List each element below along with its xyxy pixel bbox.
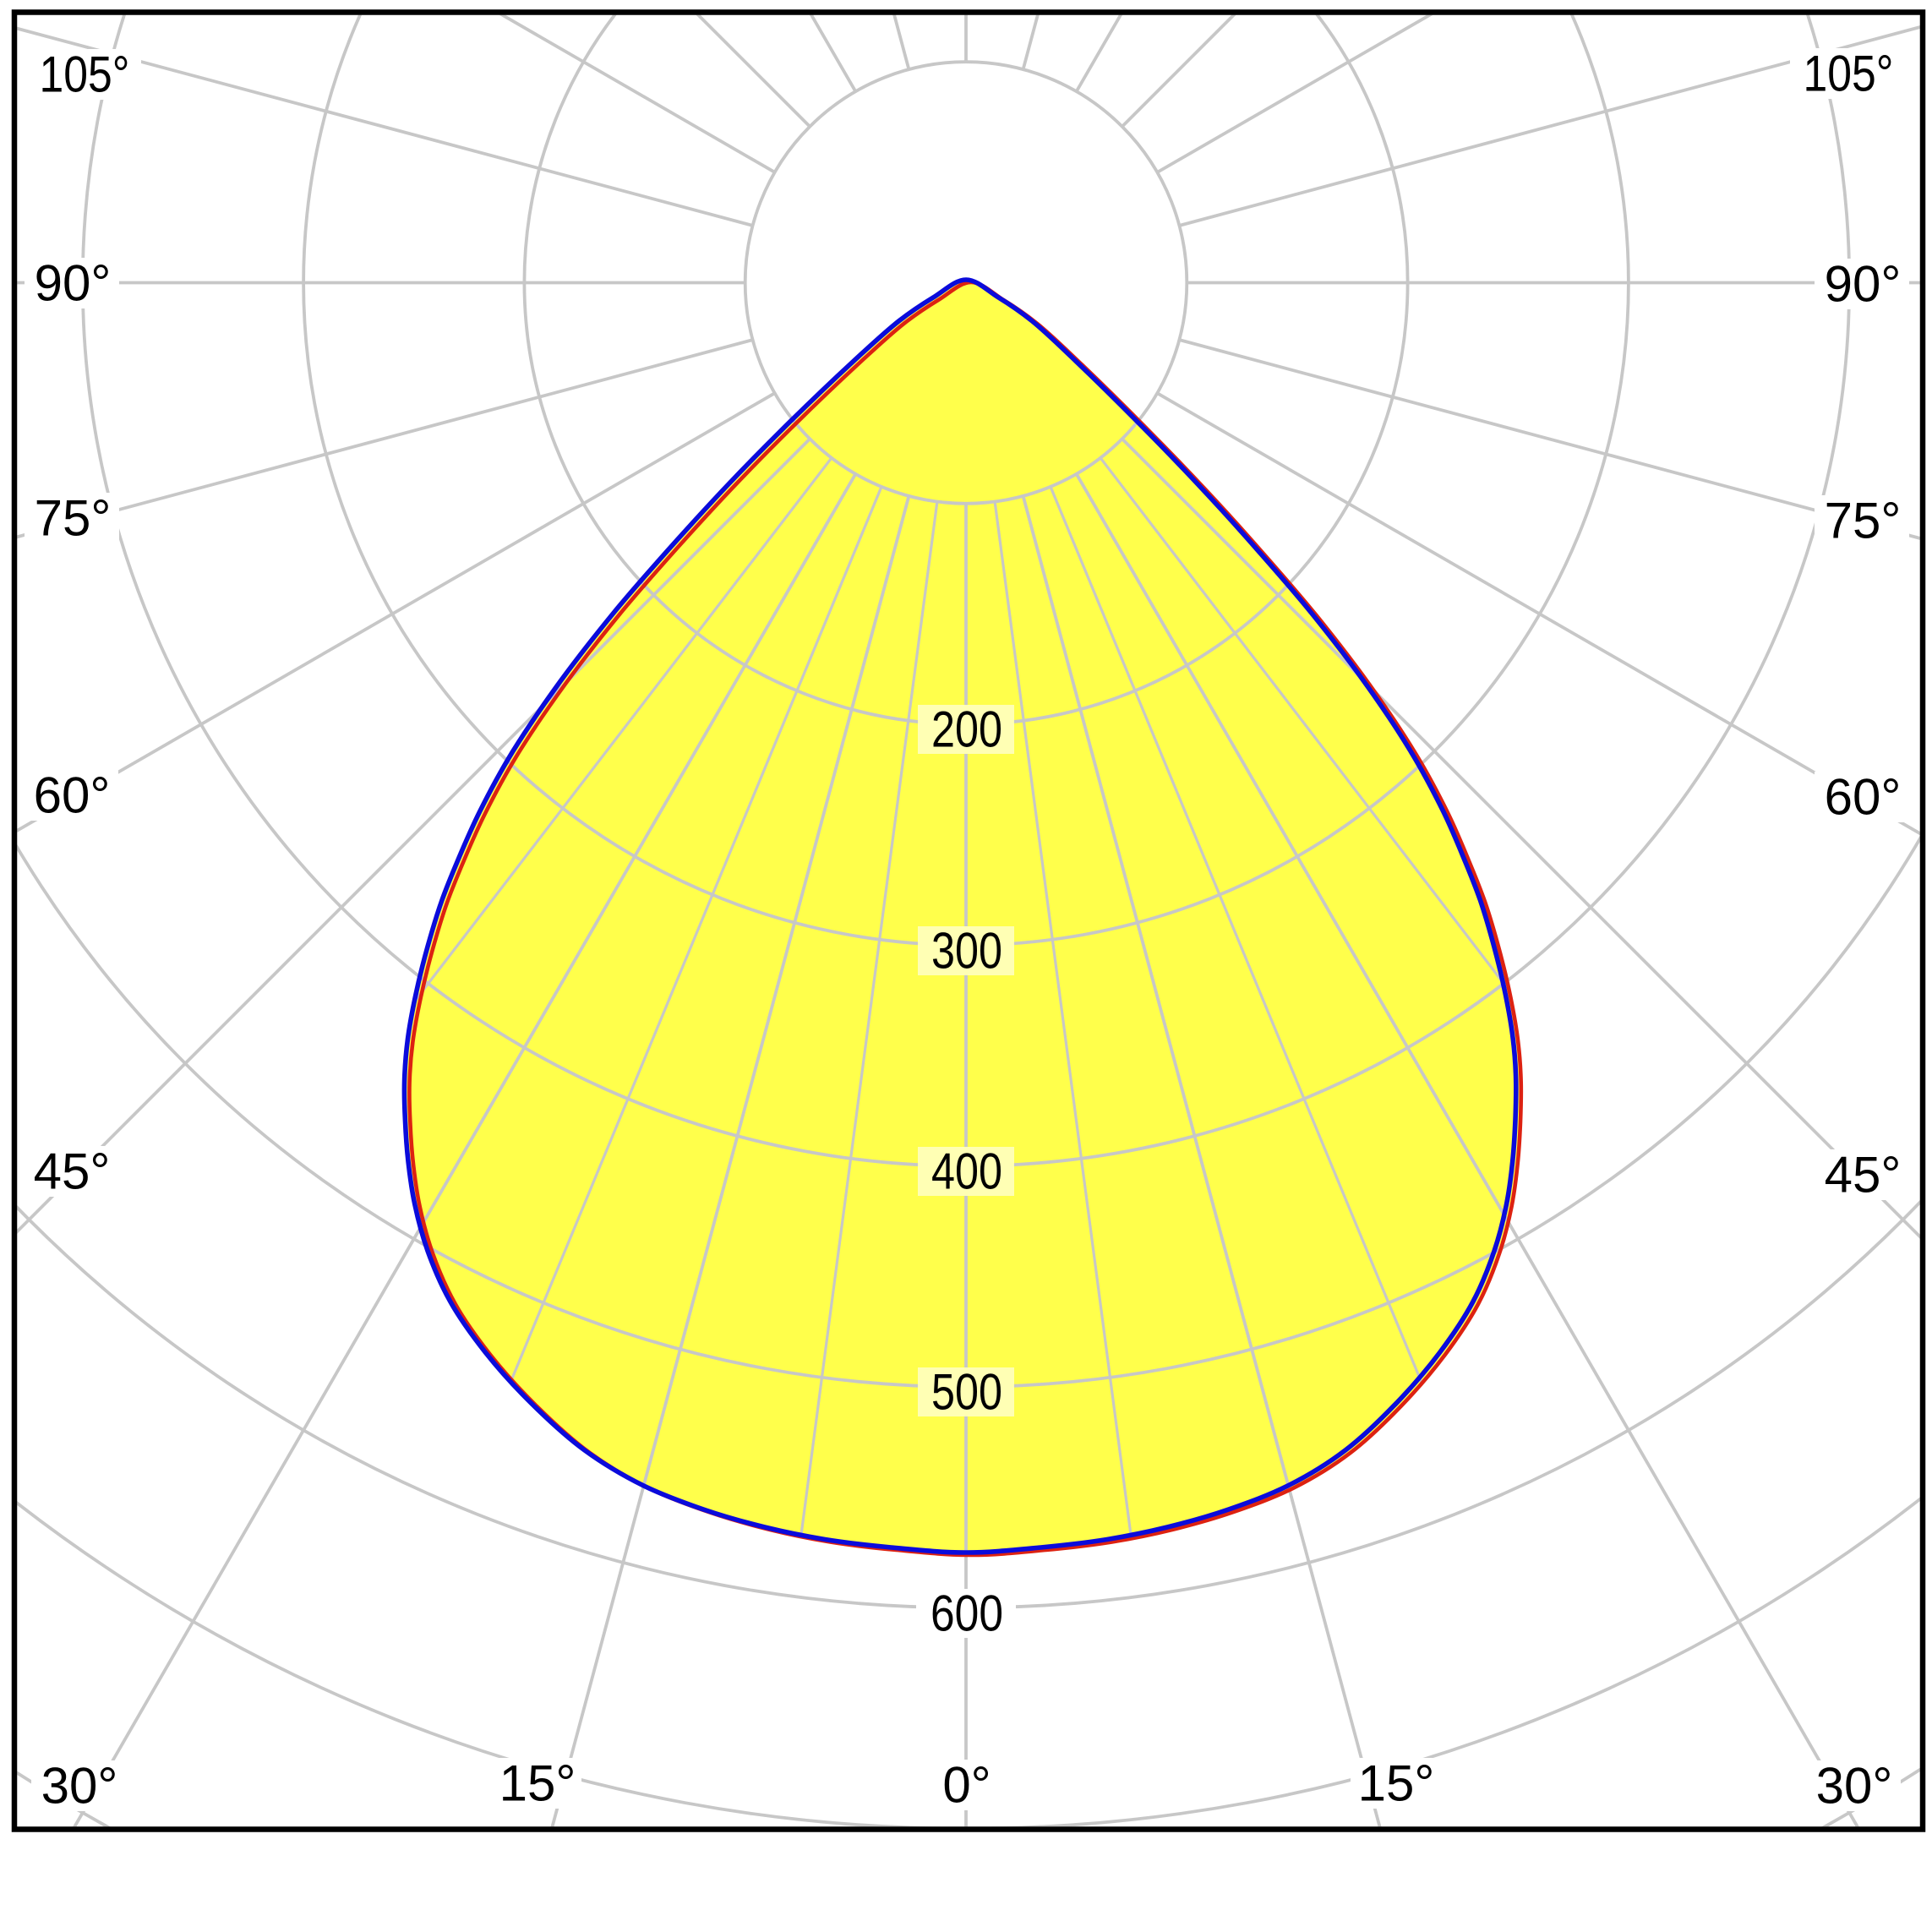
svg-text:45°: 45° [34, 1143, 111, 1200]
svg-text:105°: 105° [1804, 46, 1894, 102]
svg-text:500: 500 [931, 1364, 1002, 1421]
svg-text:300: 300 [931, 923, 1002, 980]
svg-text:45°: 45° [1825, 1147, 1902, 1203]
svg-text:200: 200 [931, 701, 1002, 758]
svg-text:15°: 15° [499, 1755, 576, 1812]
svg-text:105°: 105° [40, 46, 130, 103]
svg-text:75°: 75° [35, 490, 112, 547]
svg-text:90°: 90° [1825, 256, 1902, 313]
svg-text:15°: 15° [1358, 1755, 1435, 1812]
svg-text:60°: 60° [1825, 769, 1902, 826]
svg-text:75°: 75° [1825, 493, 1902, 549]
svg-text:400: 400 [931, 1143, 1002, 1200]
svg-text:30°: 30° [41, 1758, 118, 1815]
svg-text:30°: 30° [1816, 1758, 1893, 1815]
svg-text:60°: 60° [34, 767, 111, 824]
svg-text:0°: 0° [942, 1757, 991, 1814]
svg-text:600: 600 [931, 1585, 1003, 1642]
svg-text:90°: 90° [35, 255, 112, 312]
